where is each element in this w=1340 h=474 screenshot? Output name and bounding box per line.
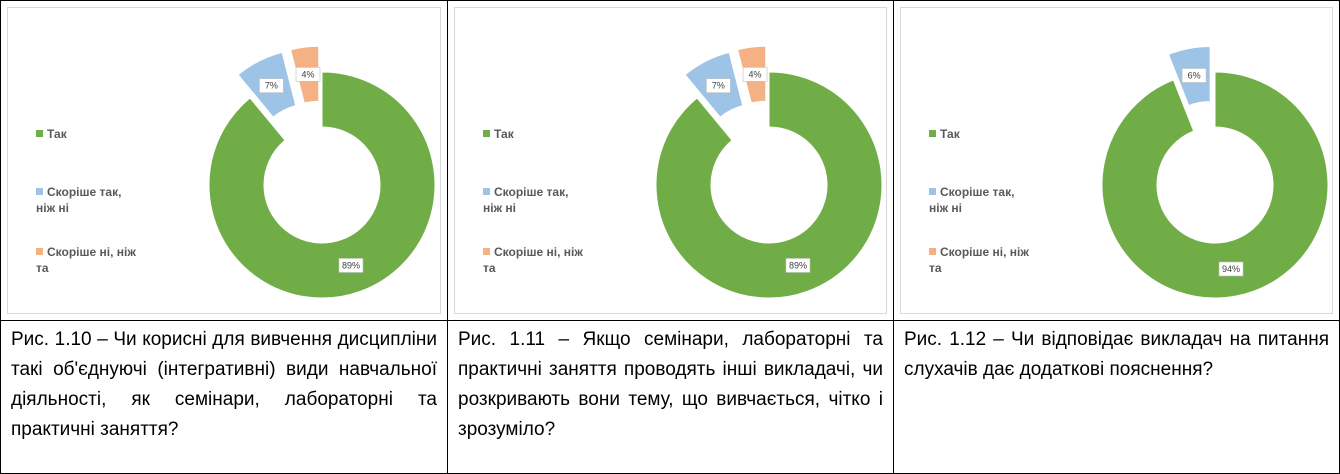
legend-label: Скоріше так, ніж ні (929, 185, 1015, 215)
caption-cell: Рис. 1.11 – Якщо семінари, лабораторні т… (447, 320, 894, 474)
data-label-box (1218, 261, 1244, 277)
legend-item: Скоріше ні, ніж та (929, 244, 1029, 276)
legend-swatch (36, 130, 43, 137)
data-label-box (338, 258, 364, 273)
legend-label: Скоріше так, ніж ні (36, 185, 122, 215)
legend-label: Так (494, 127, 514, 141)
legend-item: Скоріше ні, ніж та (36, 244, 136, 276)
data-label-box (742, 67, 768, 82)
legend-item: Так (929, 126, 1029, 142)
legend-label: Скоріше ні, ніж та (929, 245, 1029, 275)
legend-swatch (483, 130, 490, 137)
data-label-box (785, 258, 811, 273)
caption: Рис. 1.11 – Якщо семінари, лабораторні т… (458, 329, 883, 440)
legend-item: Скоріше так, ніж ні (929, 184, 1029, 216)
chart-area: 89% 7% 4% Так Скоріше так, ніж ні Скоріше ні,… (454, 7, 887, 314)
legend-swatch (929, 130, 936, 137)
legend-item: Так (36, 126, 136, 142)
data-label: 4% (302, 69, 315, 79)
legend-swatch (929, 188, 936, 195)
donut-slice (655, 71, 883, 299)
chart-area: 89% 7% 4% Так Скоріше так, ніж ні Скоріше ні,… (7, 7, 441, 314)
legend-item: Так (483, 126, 583, 142)
legend-swatch (483, 248, 490, 255)
data-label: 94% (1222, 264, 1240, 274)
data-label: 7% (712, 81, 725, 91)
chart: 89% 7% 4% (655, 45, 883, 299)
caption-cell: Рис. 1.10 – Чи корисні для вивчення дисц… (0, 320, 448, 474)
legend-swatch (929, 248, 936, 255)
data-label-box (295, 67, 321, 82)
legend-swatch (36, 188, 43, 195)
donut-slice (1101, 71, 1329, 299)
legend-label: Скоріше ні, ніж та (36, 245, 136, 275)
chart-area: 94% 6% Так Скоріше так, ніж ні Скоріше ні, н… (900, 7, 1333, 314)
data-label-box (259, 78, 284, 93)
legend-label: Так (940, 127, 960, 141)
legend-item: Скоріше так, ніж ні (36, 184, 136, 216)
legend-swatch (483, 188, 490, 195)
legend-label: Скоріше ні, ніж та (483, 245, 583, 275)
legend-label: Скоріше так, ніж ні (483, 185, 569, 215)
chart-cell: 89% 7% 4% Так Скоріше так, ніж ні Скоріше ні,… (447, 0, 894, 321)
chart-cell: 89% 7% 4% Так Скоріше так, ніж ні Скоріше ні,… (0, 0, 448, 321)
caption: Рис. 1.12 – Чи відповідає викладач на пи… (904, 329, 1329, 380)
donut-slice (208, 71, 436, 299)
data-label: 6% (1188, 70, 1201, 80)
caption: Рис. 1.10 – Чи корисні для вивчення дисц… (11, 329, 437, 440)
data-label: 89% (342, 260, 360, 270)
legend-swatch (36, 248, 43, 255)
data-label: 89% (789, 260, 807, 270)
legend-item: Скоріше так, ніж ні (483, 184, 583, 216)
data-label: 7% (265, 81, 278, 91)
chart: 94% 6% (1101, 45, 1329, 299)
chart: 89% 7% 4% (208, 45, 436, 299)
data-label: 4% (749, 69, 762, 79)
chart-cell: 94% 6% Так Скоріше так, ніж ні Скоріше ні, н… (893, 0, 1340, 321)
data-label-box (706, 78, 731, 93)
data-label-box (1181, 68, 1207, 83)
legend-label: Так (47, 127, 67, 141)
legend-item: Скоріше ні, ніж та (483, 244, 583, 276)
caption-cell: Рис. 1.12 – Чи відповідає викладач на пи… (893, 320, 1340, 474)
